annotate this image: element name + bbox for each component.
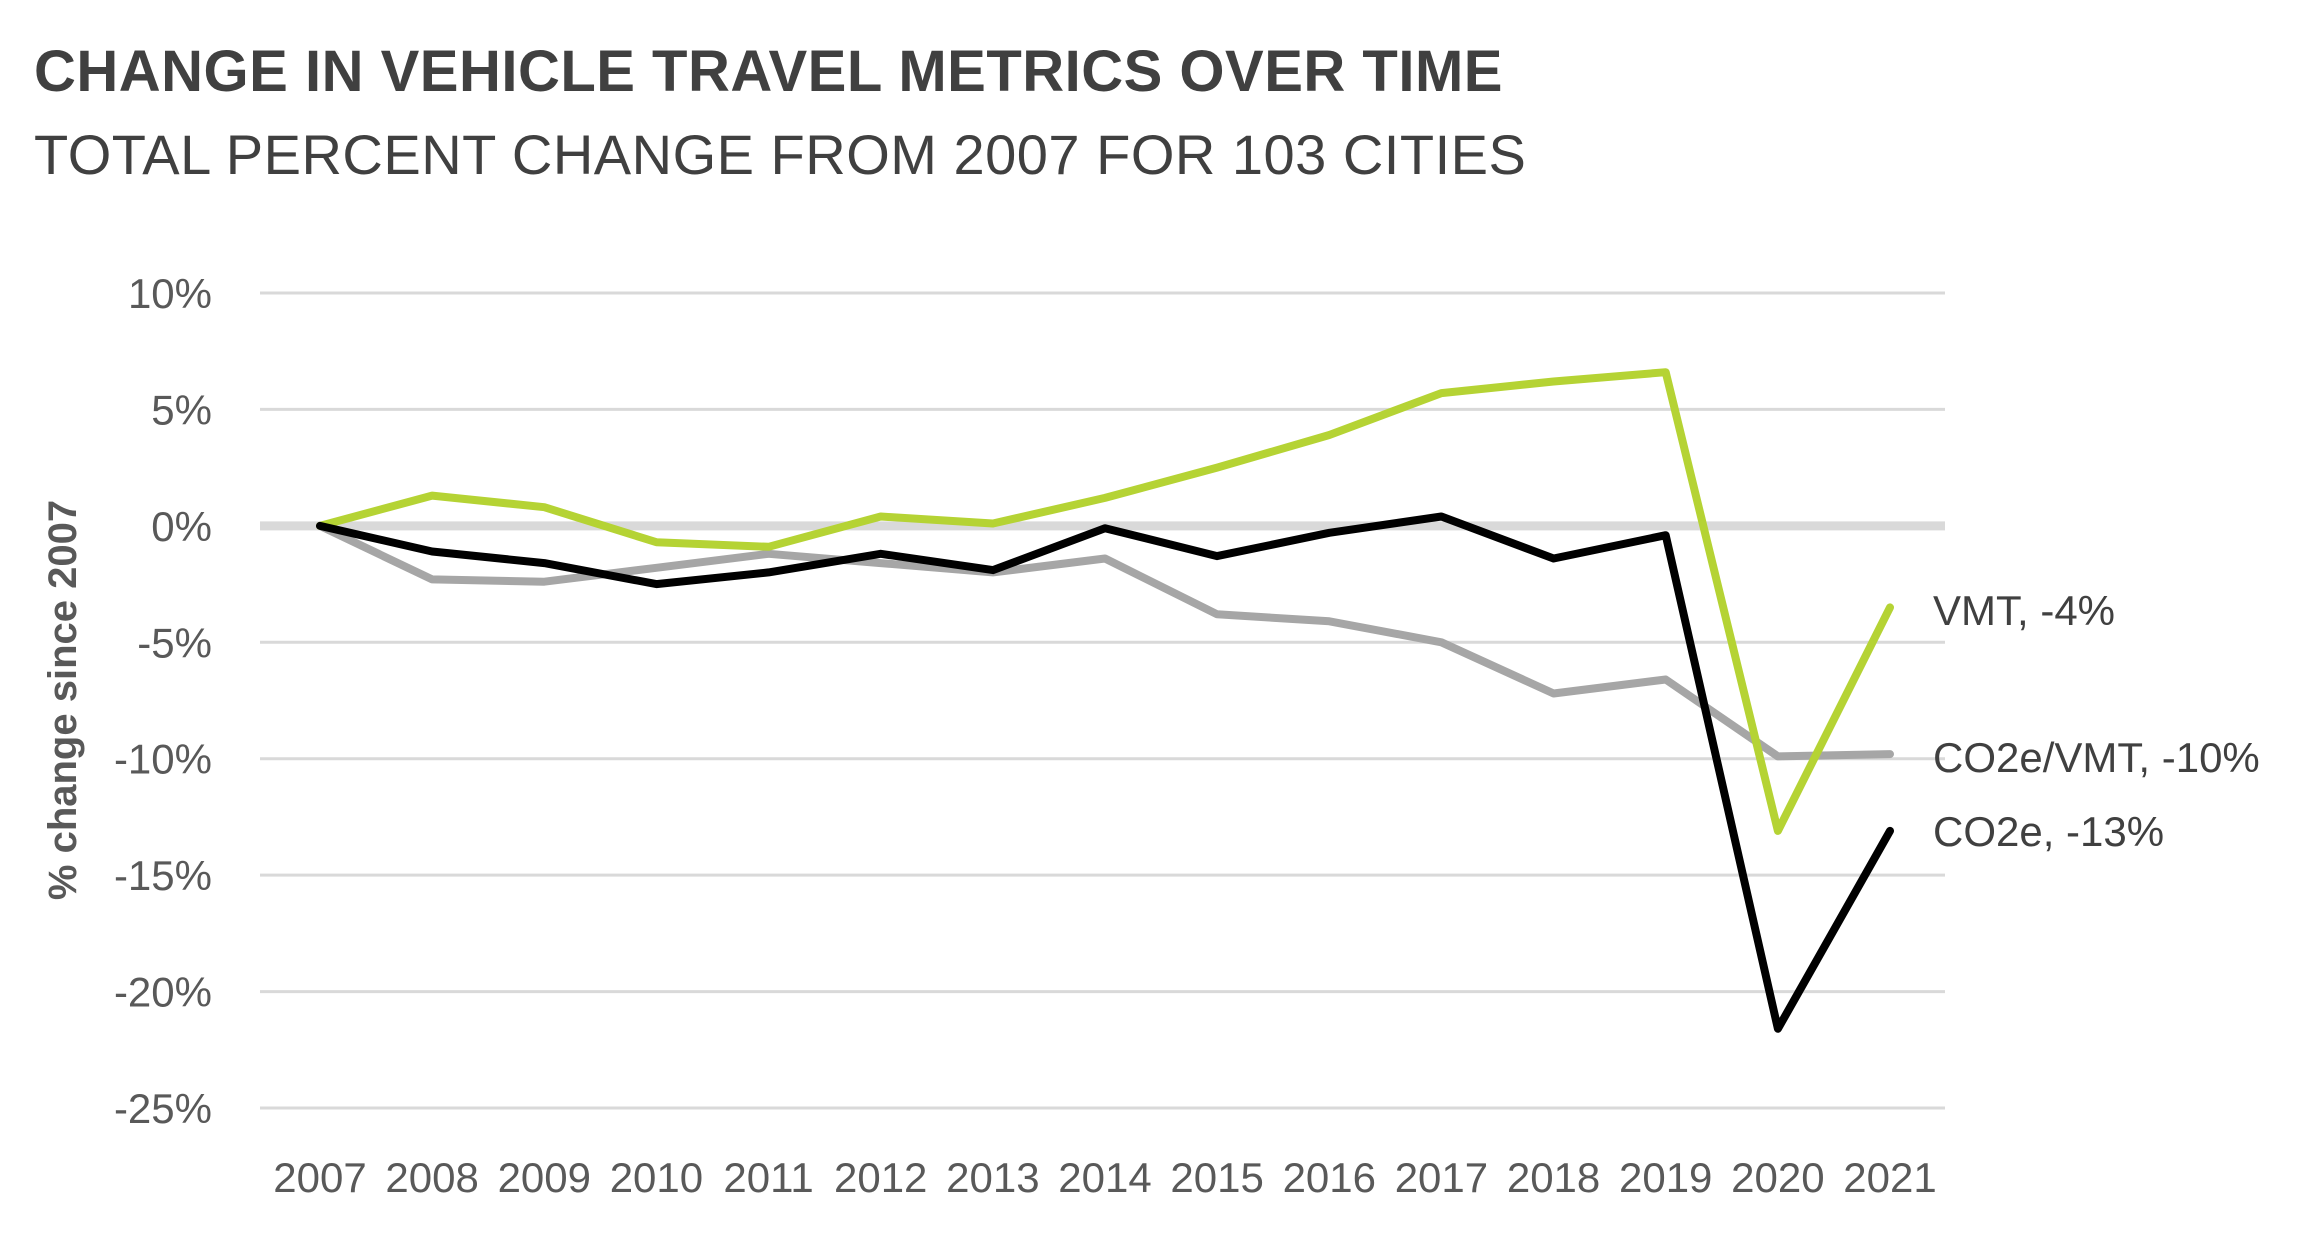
x-tick-label: 2017 (1395, 1154, 1488, 1201)
series-end-labels: CO2e/VMT, -10% VMT, -4% CO2e, -13% (1933, 587, 2260, 855)
x-tick-label: 2018 (1507, 1154, 1600, 1201)
y-tick-label: -15% (114, 852, 212, 899)
x-tick-label: 2008 (385, 1154, 478, 1201)
x-tick-label: 2016 (1283, 1154, 1376, 1201)
x-axis-ticks: 2007 2008 2009 2010 2011 2012 2013 2014 2015 2016… (273, 1154, 1936, 1201)
x-tick-label: 2007 (273, 1154, 366, 1201)
y-axis-ticks: 10% 5% 0% -5% -10% -15% -20% -25% (114, 270, 212, 1132)
y-tick-label: 10% (128, 270, 212, 317)
x-tick-label: 2014 (1058, 1154, 1151, 1201)
y-tick-label: -5% (137, 619, 212, 666)
series-line-co2e-vmt (316, 521, 1894, 761)
series-end-label-co2e: CO2e, -13% (1933, 808, 2164, 855)
y-tick-label: -20% (114, 969, 212, 1016)
x-tick-label: 2010 (610, 1154, 703, 1201)
chart-subtitle: TOTAL PERCENT CHANGE FROM 2007 FOR 103 C… (34, 123, 1527, 186)
y-axis-label: % change since 2007 (41, 500, 85, 900)
x-tick-label: 2009 (498, 1154, 591, 1201)
series-end-label-co2e-vmt: CO2e/VMT, -10% (1933, 734, 2260, 781)
x-tick-label: 2012 (834, 1154, 927, 1201)
series-lines (316, 368, 1894, 1033)
x-tick-label: 2021 (1843, 1154, 1936, 1201)
series-line-vmt (316, 368, 1894, 835)
y-tick-label: 5% (151, 386, 212, 433)
chart-title: CHANGE IN VEHICLE TRAVEL METRICS OVER TI… (34, 39, 1503, 104)
series-line-co2e (316, 512, 1894, 1033)
x-tick-label: 2011 (723, 1154, 813, 1201)
x-tick-label: 2015 (1170, 1154, 1263, 1201)
y-tick-label: -25% (114, 1085, 212, 1132)
x-tick-label: 2020 (1731, 1154, 1824, 1201)
x-tick-label: 2019 (1619, 1154, 1712, 1201)
y-tick-label: 0% (151, 503, 212, 550)
series-end-label-vmt: VMT, -4% (1933, 587, 2115, 634)
y-tick-label: -10% (114, 736, 212, 783)
x-tick-label: 2013 (946, 1154, 1039, 1201)
